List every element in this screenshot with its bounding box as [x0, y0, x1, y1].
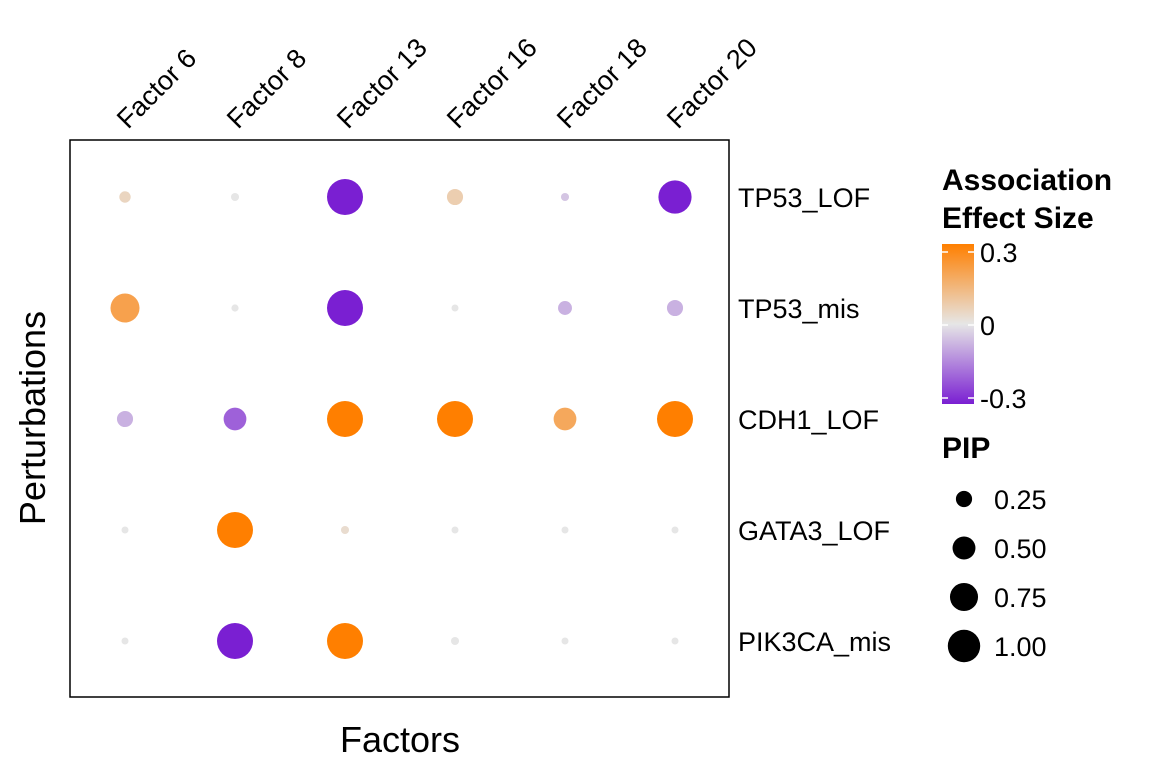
dot-cdh1-lof-factor-20 — [657, 401, 693, 437]
dot-tp53-lof-factor-8 — [230, 192, 240, 202]
dot-pik3ca-mis-factor-18 — [561, 637, 569, 645]
color-legend: Association Effect Size 0.3 0 -0.3 — [942, 164, 1112, 414]
dot-pik3ca-mis-factor-8 — [217, 623, 253, 659]
size-legend-dot — [952, 536, 976, 560]
color-legend-title-line2: Effect Size — [942, 202, 1094, 235]
dot-pik3ca-mis-factor-6 — [121, 637, 129, 645]
dot-tp53-mis-factor-13 — [327, 290, 363, 326]
color-legend-gradient-bar — [942, 244, 974, 404]
size-legend-label: 0.25 — [994, 485, 1047, 515]
x-tick-label: Factor 18 — [551, 32, 653, 134]
dot-tp53-lof-factor-16 — [446, 188, 464, 206]
dot-tp53-lof-factor-13 — [327, 179, 363, 215]
size-legend: PIP 0.25 0.50 0.75 1.00 — [942, 432, 1047, 663]
color-legend-tick-label: 0.3 — [980, 238, 1018, 268]
dot-gata3-lof-factor-20 — [671, 526, 679, 534]
size-legend-label: 0.75 — [994, 583, 1047, 613]
y-tick-label: PIK3CA_mis — [738, 627, 891, 657]
color-legend-tick-label: -0.3 — [980, 384, 1027, 414]
x-tick-label: Factor 8 — [221, 43, 312, 134]
dot-tp53-mis-factor-8 — [231, 304, 239, 312]
dots-layer — [110, 179, 693, 659]
dot-gata3-lof-factor-16 — [451, 526, 459, 534]
dot-cdh1-lof-factor-13 — [327, 401, 363, 437]
size-legend-dot — [947, 629, 981, 663]
dot-pik3ca-mis-factor-20 — [671, 637, 679, 645]
dot-tp53-lof-factor-18 — [560, 192, 570, 202]
dot-cdh1-lof-factor-18 — [553, 407, 577, 431]
size-legend-title: PIP — [942, 432, 990, 465]
color-legend-title-line1: Association — [942, 164, 1112, 197]
dot-tp53-mis-factor-16 — [451, 304, 459, 312]
x-tick-labels: Factor 6 Factor 8 Factor 13 Factor 16 Factor… — [111, 32, 763, 134]
color-legend-tick-label: 0 — [980, 311, 995, 341]
dot-tp53-lof-factor-6 — [119, 191, 131, 203]
x-tick-label: Factor 16 — [441, 32, 543, 134]
dot-pik3ca-mis-factor-13 — [327, 623, 363, 659]
dot-tp53-lof-factor-20 — [658, 180, 692, 214]
y-axis-title: Perturbations — [12, 311, 53, 525]
y-tick-labels: TP53_LOF TP53_mis CDH1_LOF GATA3_LOF PIK3CA_… — [738, 183, 891, 657]
x-tick-label: Factor 13 — [331, 32, 433, 134]
plot-panel — [69, 139, 730, 698]
dot-cdh1-lof-factor-8 — [223, 407, 247, 431]
dot-gata3-lof-factor-8 — [217, 512, 253, 548]
size-legend-dot — [955, 490, 973, 508]
y-tick-label: CDH1_LOF — [738, 405, 879, 435]
y-tick-label: GATA3_LOF — [738, 516, 890, 546]
x-tick-label: Factor 6 — [111, 43, 202, 134]
x-axis-title: Factors — [340, 719, 460, 760]
y-tick-label: TP53_mis — [738, 294, 860, 324]
dot-gata3-lof-factor-6 — [121, 526, 129, 534]
dot-tp53-mis-factor-18 — [558, 301, 572, 315]
dot-gata3-lof-factor-13 — [340, 525, 350, 535]
dot-tp53-mis-factor-20 — [666, 299, 684, 317]
dot-tp53-mis-factor-6 — [110, 293, 140, 323]
dot-cdh1-lof-factor-6 — [116, 410, 134, 428]
dot-pik3ca-mis-factor-16 — [450, 636, 460, 646]
dot-gata3-lof-factor-18 — [561, 526, 569, 534]
y-tick-label: TP53_LOF — [738, 183, 870, 213]
x-tick-label: Factor 20 — [661, 32, 763, 134]
dot-cdh1-lof-factor-16 — [437, 401, 473, 437]
size-legend-label: 0.50 — [994, 534, 1047, 564]
size-legend-dot — [949, 582, 979, 612]
size-legend-label: 1.00 — [994, 632, 1047, 662]
